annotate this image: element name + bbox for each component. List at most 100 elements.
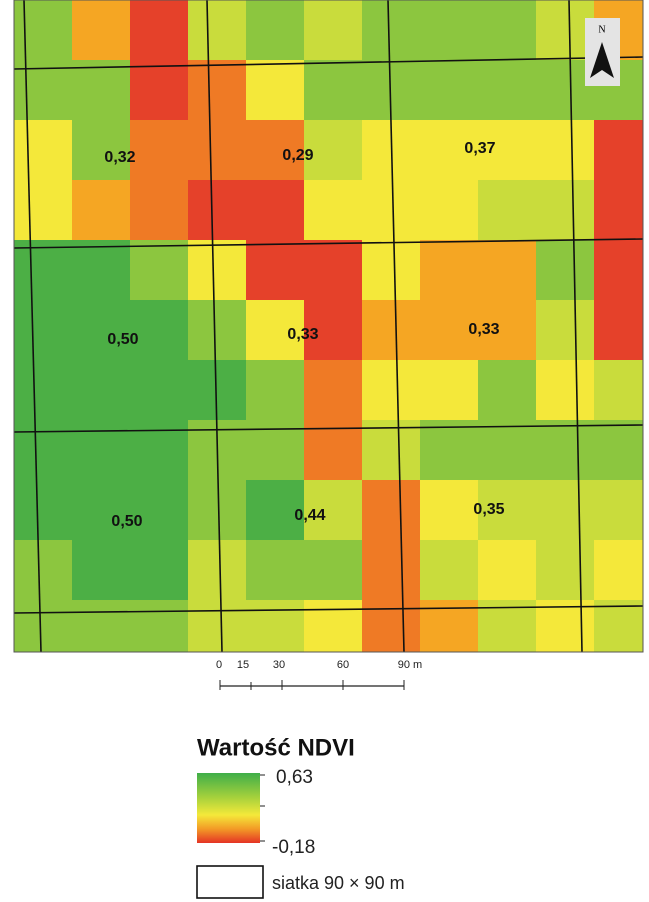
raster-pixel	[130, 60, 189, 121]
raster-pixel	[188, 120, 247, 181]
legend-title: Wartość NDVI	[197, 734, 355, 761]
raster-pixel	[594, 240, 649, 301]
raster-pixel	[420, 420, 479, 481]
raster-pixel	[246, 240, 305, 301]
raster-pixel	[130, 360, 189, 421]
north-arrow: N	[585, 18, 620, 86]
legend-ramp	[197, 773, 260, 843]
raster-pixel	[188, 60, 247, 121]
raster-pixel	[478, 420, 537, 481]
cell-value: 0,35	[473, 501, 504, 518]
raster-pixel	[536, 360, 595, 421]
raster-pixel	[14, 480, 73, 541]
raster-pixel	[72, 240, 131, 301]
raster-pixel	[536, 240, 595, 301]
map-figure: 0,32 0,29 0,37 0,50 0,33 0,33 0,50 0,44 …	[0, 0, 649, 902]
raster-pixel	[594, 420, 649, 481]
raster-pixel	[72, 180, 131, 241]
raster-pixel	[594, 540, 649, 601]
cell-value: 0,50	[107, 331, 138, 348]
cell-value: 0,50	[111, 513, 142, 530]
raster-pixel	[130, 420, 189, 481]
raster-pixel	[188, 360, 247, 421]
raster-pixel	[536, 300, 595, 361]
raster-pixel	[594, 180, 649, 241]
raster-pixel	[130, 540, 189, 601]
cell-value: 0,33	[287, 326, 318, 343]
raster-pixel	[304, 540, 363, 601]
raster-pixel	[188, 540, 247, 601]
raster-pixel	[420, 0, 479, 61]
raster-pixel	[246, 180, 305, 241]
raster-pixel	[478, 0, 537, 61]
raster-pixel	[14, 360, 73, 421]
raster-pixel	[14, 420, 73, 481]
raster-pixel	[594, 300, 649, 361]
raster-pixel	[420, 480, 479, 541]
raster-pixel	[362, 420, 421, 481]
raster-pixel	[536, 420, 595, 481]
raster-pixel	[478, 60, 537, 121]
scale-bar: 0 15 30 60 90 m	[216, 659, 422, 690]
raster-pixel	[14, 0, 73, 61]
raster-pixel	[246, 540, 305, 601]
raster-pixel	[188, 240, 247, 301]
scale-label: 30	[273, 659, 285, 671]
raster-pixel	[362, 240, 421, 301]
raster-pixel	[130, 0, 189, 61]
raster-pixel	[304, 240, 363, 301]
raster-pixel	[362, 300, 421, 361]
raster-pixel	[14, 120, 73, 181]
raster-pixel	[246, 0, 305, 61]
raster-pixel	[420, 540, 479, 601]
raster-pixel	[188, 0, 247, 61]
legend-grid-label: siatka 90 × 90 m	[272, 873, 405, 893]
raster-pixel	[72, 60, 131, 121]
raster-pixel	[594, 120, 649, 181]
raster-pixel	[14, 180, 73, 241]
legend: Wartość NDVI 0,63 -0,18 siatka 90 × 90 m	[197, 734, 405, 898]
raster-pixel	[536, 180, 595, 241]
raster-pixel	[362, 480, 421, 541]
raster-pixel	[536, 540, 595, 601]
raster-pixel	[72, 420, 131, 481]
raster-pixel	[420, 180, 479, 241]
cell-value: 0,33	[468, 321, 499, 338]
raster-pixel	[304, 360, 363, 421]
scale-label: 60	[337, 659, 349, 671]
raster-pixel	[188, 300, 247, 361]
raster-pixel	[130, 120, 189, 181]
legend-min: -0,18	[272, 837, 315, 858]
raster-pixel	[188, 180, 247, 241]
raster-pixel	[478, 540, 537, 601]
cell-value: 0,44	[294, 507, 325, 524]
raster-pixel	[130, 240, 189, 301]
raster-pixel	[14, 540, 73, 601]
raster-pixel	[72, 0, 131, 61]
raster-pixel	[14, 240, 73, 301]
legend-max: 0,63	[276, 767, 313, 788]
raster-pixel	[304, 0, 363, 61]
raster-pixel	[246, 360, 305, 421]
raster-pixel	[536, 120, 595, 181]
cell-value: 0,32	[104, 149, 135, 166]
cell-value: 0,29	[282, 147, 313, 164]
raster-pixel	[478, 240, 537, 301]
raster-pixel	[362, 360, 421, 421]
north-label: N	[598, 24, 605, 35]
raster-pixel	[304, 180, 363, 241]
raster-pixel	[72, 540, 131, 601]
raster-pixel	[478, 360, 537, 421]
raster-pixel	[594, 480, 649, 541]
raster-pixel	[420, 240, 479, 301]
raster-pixel	[304, 60, 363, 121]
raster-pixel	[362, 0, 421, 61]
raster-pixel	[362, 180, 421, 241]
raster-pixel	[362, 540, 421, 601]
raster-pixel	[14, 300, 73, 361]
raster-pixel	[72, 360, 131, 421]
raster-pixel	[246, 60, 305, 121]
raster-pixel	[478, 180, 537, 241]
cell-value: 0,37	[464, 140, 495, 157]
scale-label: 0	[216, 659, 222, 671]
